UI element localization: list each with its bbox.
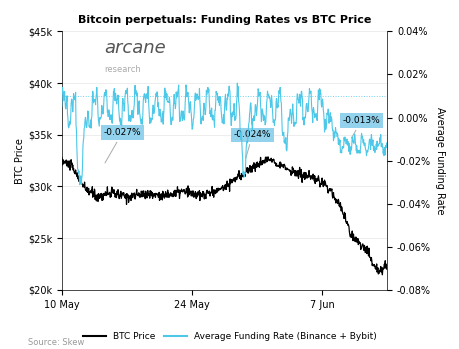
Text: research: research bbox=[104, 65, 140, 74]
Text: -0.013%: -0.013% bbox=[342, 116, 380, 138]
Text: -0.024%: -0.024% bbox=[233, 130, 271, 158]
Text: arcane: arcane bbox=[104, 39, 165, 57]
Title: Bitcoin perpetuals: Funding Rates vs BTC Price: Bitcoin perpetuals: Funding Rates vs BTC… bbox=[78, 15, 370, 25]
Legend: BTC Price, Average Funding Rate (Binance + Bybit): BTC Price, Average Funding Rate (Binance… bbox=[79, 328, 380, 344]
Y-axis label: Average Funding Rate: Average Funding Rate bbox=[434, 107, 444, 214]
Y-axis label: BTC Price: BTC Price bbox=[15, 138, 25, 184]
Text: Source: Skew: Source: Skew bbox=[28, 338, 84, 347]
Text: -0.027%: -0.027% bbox=[103, 128, 141, 163]
